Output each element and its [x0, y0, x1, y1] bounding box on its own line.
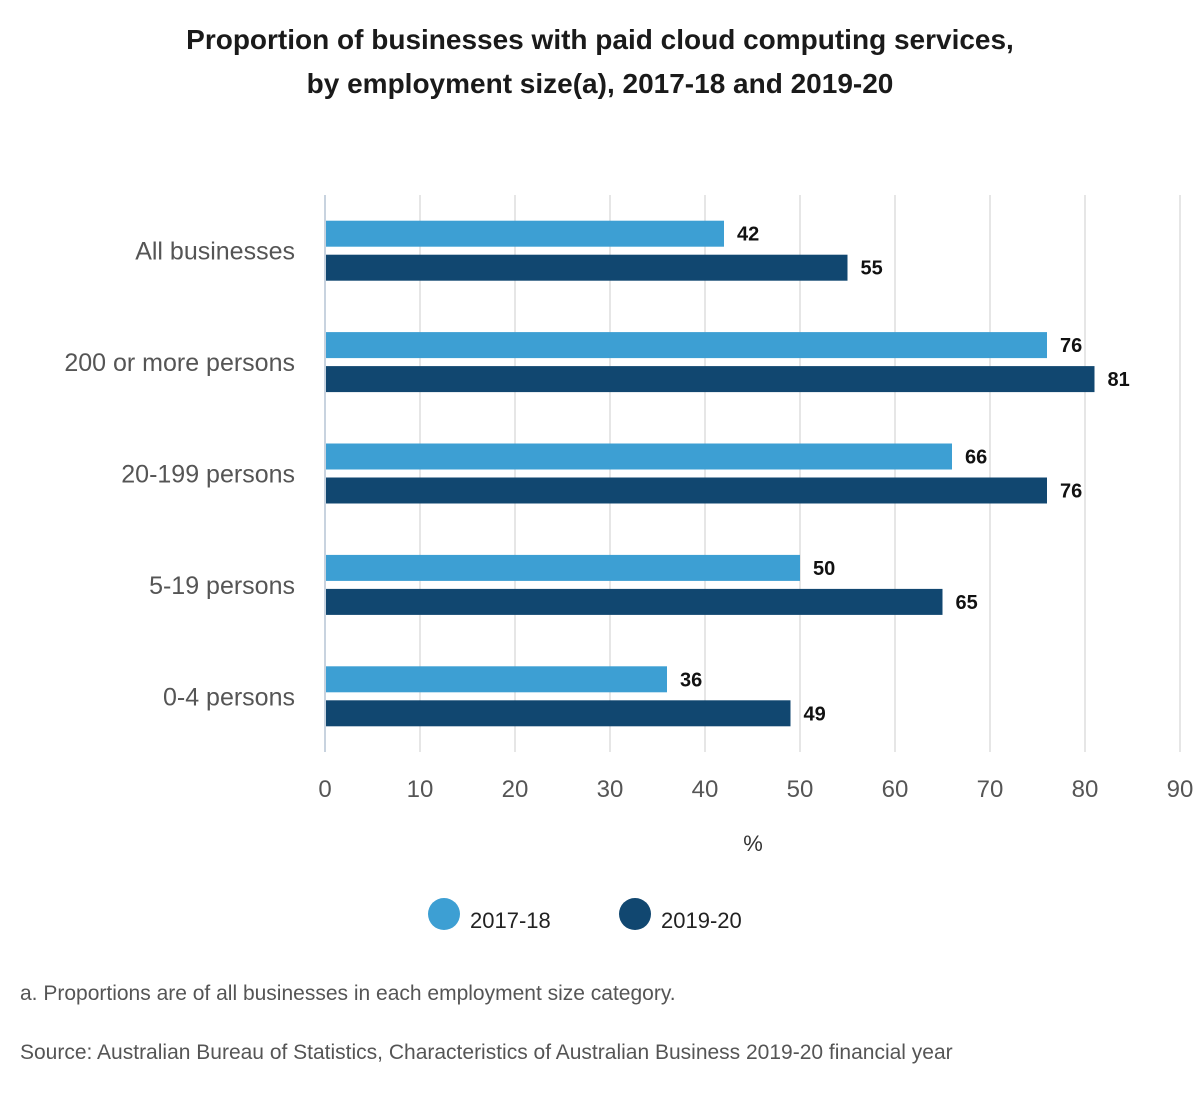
x-tick-label: 60 [882, 776, 909, 803]
bar [326, 366, 1095, 393]
data-label: 42 [737, 224, 759, 246]
data-label: 66 [965, 447, 987, 469]
source-note: Source: Australian Bureau of Statistics,… [20, 1041, 953, 1064]
legend-label: 2019-20 [661, 908, 742, 933]
bar [326, 666, 667, 693]
category-label: 200 or more persons [64, 349, 295, 377]
data-label: 36 [680, 669, 702, 691]
x-tick-label: 90 [1167, 776, 1194, 803]
chart-title-line2: by employment size(a), 2017-18 and 2019-… [306, 68, 894, 99]
category-label: 20-199 persons [121, 461, 295, 489]
bar [326, 332, 1047, 359]
x-tick-label: 20 [502, 776, 529, 803]
data-label: 76 [1060, 481, 1082, 503]
x-tick-label: 10 [407, 776, 434, 803]
legend-swatch [619, 898, 651, 930]
x-tick-label: 40 [692, 776, 719, 803]
category-label: 0-4 persons [163, 683, 295, 711]
bar [326, 588, 943, 615]
legend-label: 2017-18 [470, 908, 551, 933]
data-label: 65 [956, 592, 978, 614]
category-label: 5-19 persons [149, 572, 295, 600]
legend-swatch [428, 898, 460, 930]
data-label: 50 [813, 558, 835, 580]
x-axis-label: % [743, 831, 763, 856]
bar [326, 443, 952, 470]
footnote: a. Proportions are of all businesses in … [20, 982, 676, 1005]
bar [326, 220, 724, 247]
data-label: 55 [861, 258, 883, 280]
bar [326, 254, 848, 281]
bar-chart: 0 10 20 30 40 50 60 70 80 90 All businesses 42 55 200… [64, 195, 1194, 933]
x-tick-label: 50 [787, 776, 814, 803]
chart-title: Proportion of businesses with paid cloud… [0, 18, 1200, 106]
bar [326, 554, 800, 581]
x-tick-label: 0 [318, 776, 331, 803]
x-tick-label: 70 [977, 776, 1004, 803]
x-tick-label: 80 [1072, 776, 1099, 803]
data-label: 81 [1108, 369, 1130, 391]
data-label: 76 [1060, 335, 1082, 357]
bar [326, 477, 1047, 504]
bar [326, 700, 791, 727]
chart-title-line1: Proportion of businesses with paid cloud… [186, 24, 1014, 55]
x-tick-label: 30 [597, 776, 624, 803]
category-label: All businesses [135, 238, 295, 266]
data-label: 49 [804, 703, 826, 725]
